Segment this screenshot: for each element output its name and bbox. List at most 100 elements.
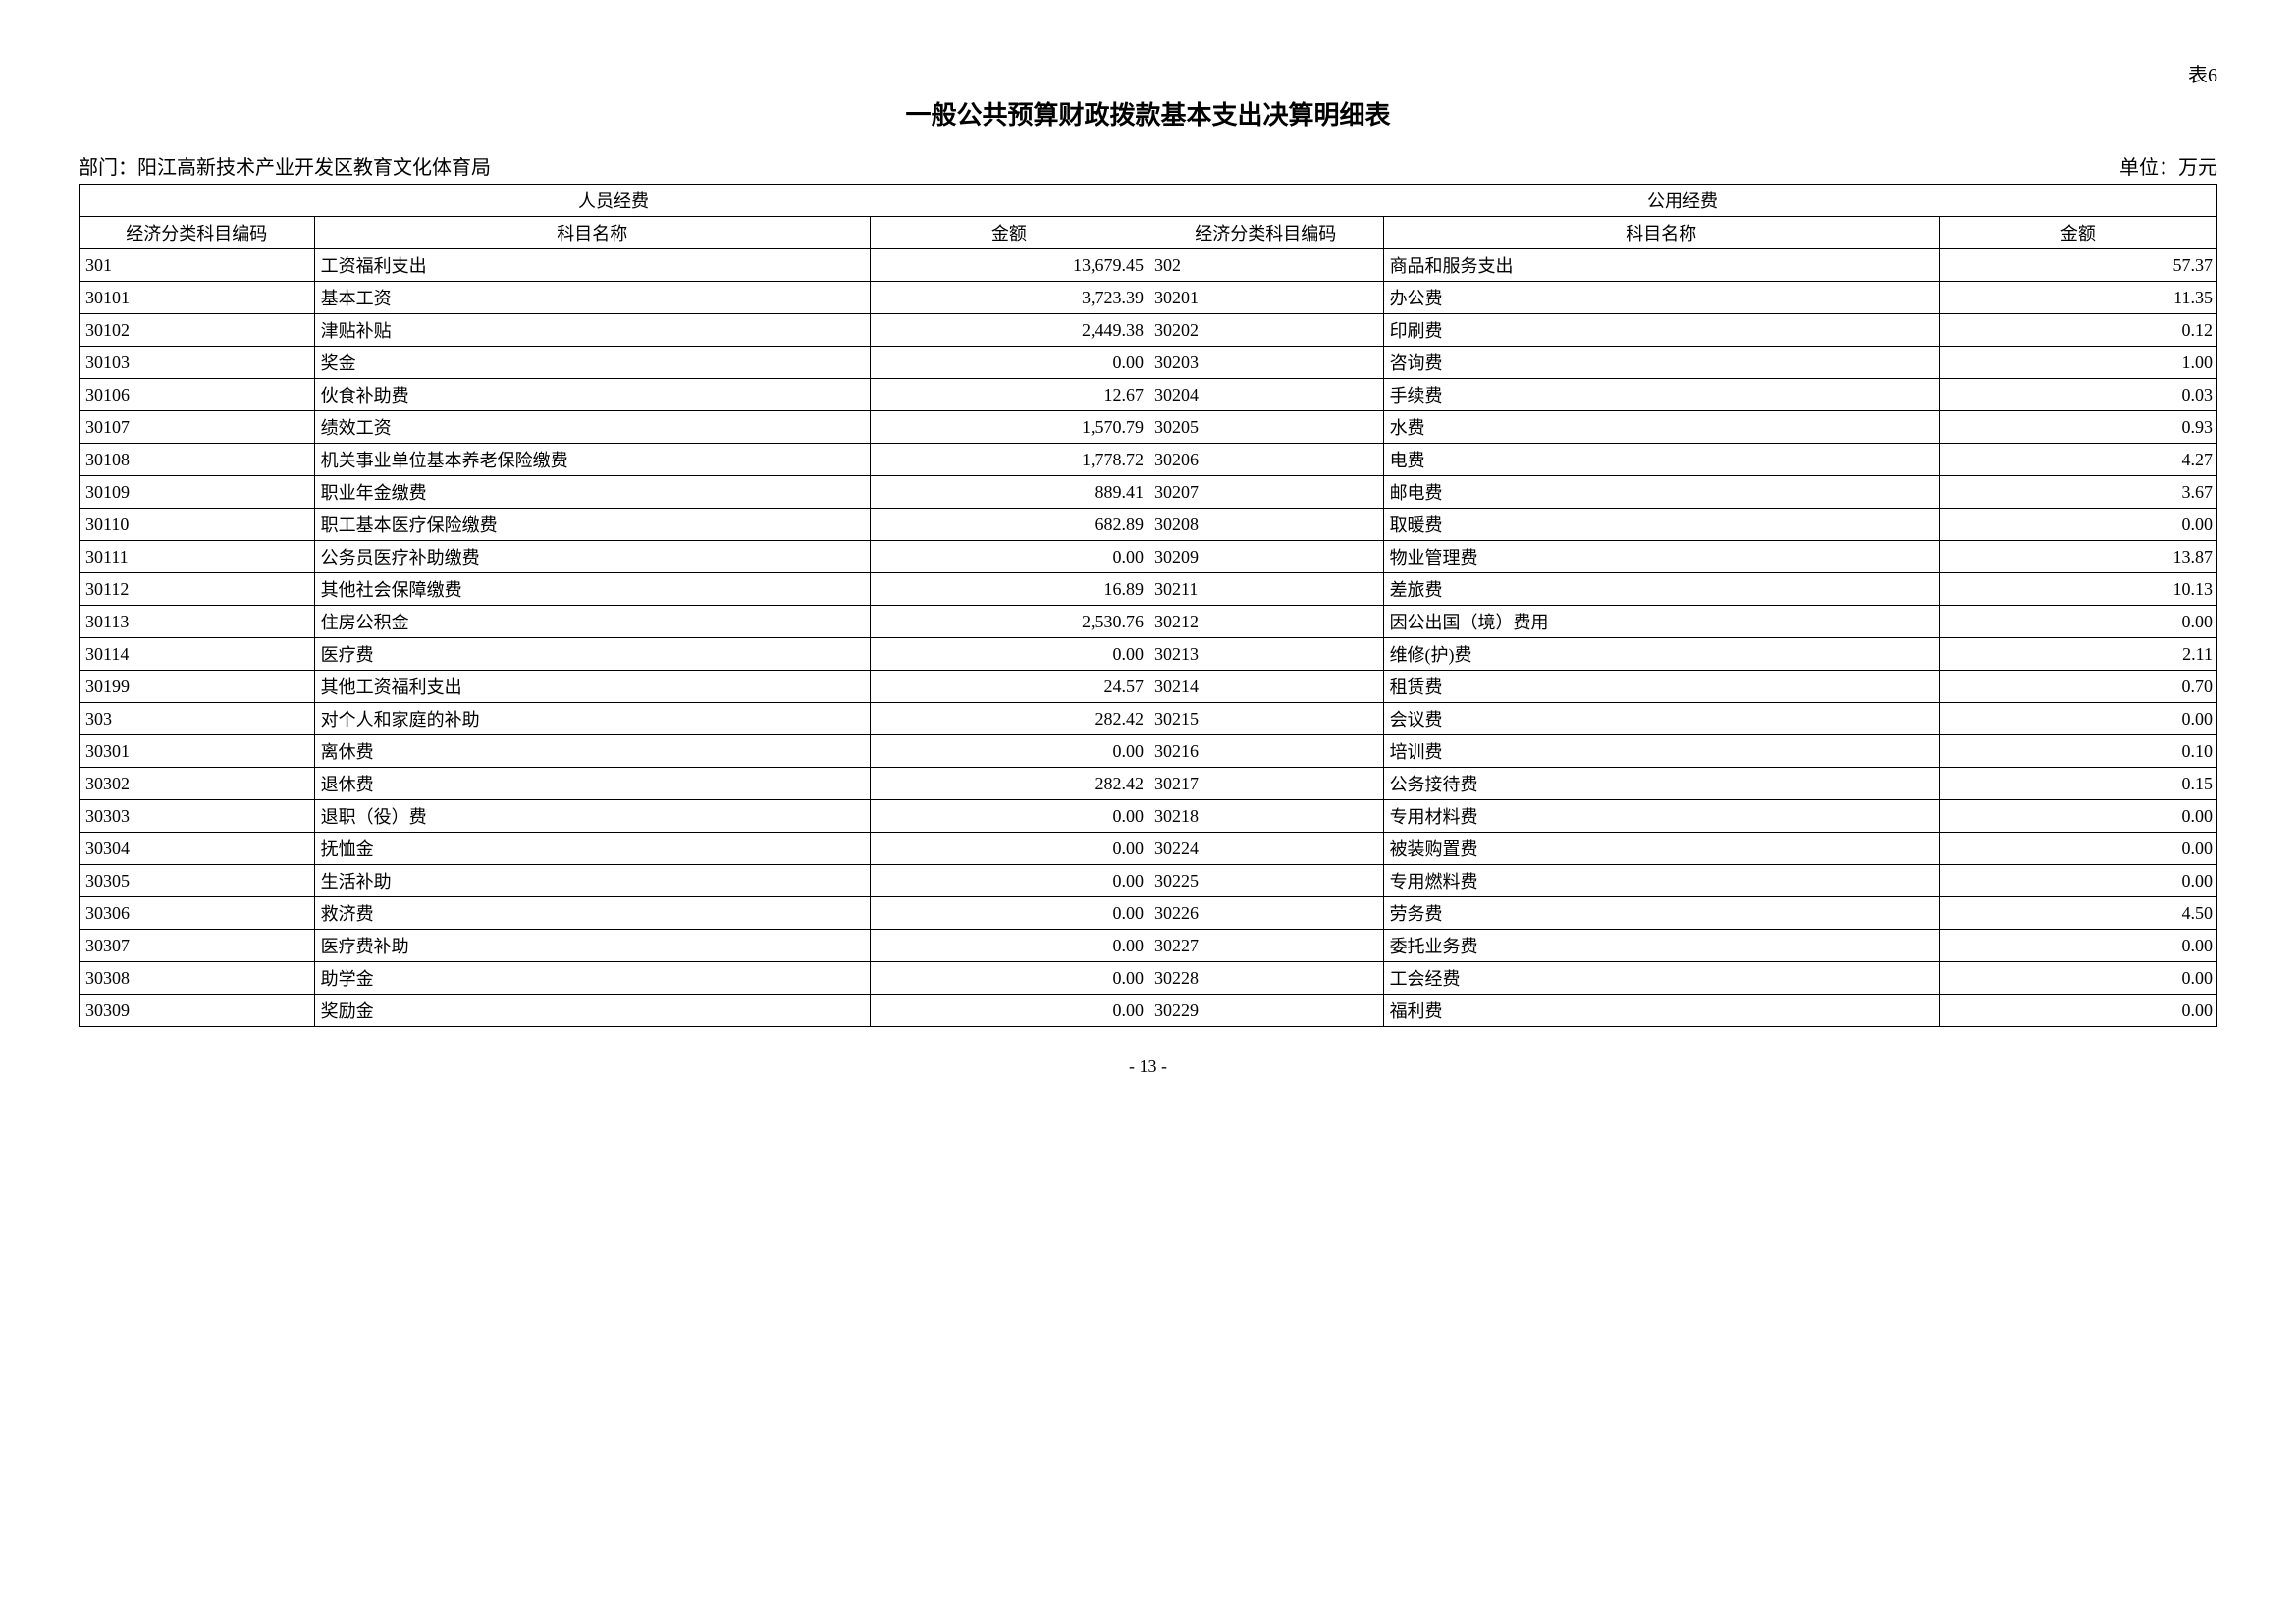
department: 部门：阳江高新技术产业开发区教育文化体育局 <box>79 151 491 180</box>
code-cell: 30216 <box>1148 735 1383 768</box>
name-cell: 劳务费 <box>1383 897 1939 930</box>
amount-cell: 889.41 <box>870 476 1148 509</box>
name-cell: 电费 <box>1383 444 1939 476</box>
table-row: 30306救济费0.0030226劳务费4.50 <box>80 897 2217 930</box>
table-row: 30114医疗费0.0030213维修(护)费2.11 <box>80 638 2217 671</box>
amount-cell: 0.00 <box>870 638 1148 671</box>
amount-cell: 1,778.72 <box>870 444 1148 476</box>
amount-cell: 0.00 <box>1939 800 2216 833</box>
table-row: 303对个人和家庭的补助282.4230215会议费0.00 <box>80 703 2217 735</box>
code-cell: 30303 <box>80 800 315 833</box>
name-cell: 工会经费 <box>1383 962 1939 995</box>
name-cell: 办公费 <box>1383 282 1939 314</box>
amount-cell: 0.00 <box>1939 833 2216 865</box>
name-cell: 邮电费 <box>1383 476 1939 509</box>
code-cell: 30101 <box>80 282 315 314</box>
name-cell: 津贴补贴 <box>314 314 870 347</box>
table-row: 301工资福利支出13,679.45302商品和服务支出57.37 <box>80 249 2217 282</box>
amount-cell: 0.00 <box>1939 509 2216 541</box>
table-row: 30111公务员医疗补助缴费0.0030209物业管理费13.87 <box>80 541 2217 573</box>
amount-cell: 0.00 <box>870 541 1148 573</box>
section1-header: 人员经费 <box>80 185 1148 217</box>
amount-cell: 0.00 <box>1939 995 2216 1027</box>
name-cell: 离休费 <box>314 735 870 768</box>
code-cell: 30205 <box>1148 411 1383 444</box>
code-cell: 30199 <box>80 671 315 703</box>
name-cell: 机关事业单位基本养老保险缴费 <box>314 444 870 476</box>
code-cell: 30103 <box>80 347 315 379</box>
table-header-row-1: 人员经费 公用经费 <box>80 185 2217 217</box>
amount-cell: 4.27 <box>1939 444 2216 476</box>
col-header-name-1: 科目名称 <box>314 217 870 249</box>
code-cell: 30106 <box>80 379 315 411</box>
name-cell: 救济费 <box>314 897 870 930</box>
amount-cell: 10.13 <box>1939 573 2216 606</box>
meta-row: 部门：阳江高新技术产业开发区教育文化体育局 单位：万元 <box>79 151 2217 180</box>
amount-cell: 11.35 <box>1939 282 2216 314</box>
name-cell: 物业管理费 <box>1383 541 1939 573</box>
code-cell: 302 <box>1148 249 1383 282</box>
table-row: 30106伙食补助费12.6730204手续费0.03 <box>80 379 2217 411</box>
name-cell: 其他社会保障缴费 <box>314 573 870 606</box>
code-cell: 30228 <box>1148 962 1383 995</box>
code-cell: 30304 <box>80 833 315 865</box>
col-header-amount-2: 金额 <box>1939 217 2216 249</box>
code-cell: 30202 <box>1148 314 1383 347</box>
code-cell: 30307 <box>80 930 315 962</box>
name-cell: 抚恤金 <box>314 833 870 865</box>
amount-cell: 57.37 <box>1939 249 2216 282</box>
name-cell: 对个人和家庭的补助 <box>314 703 870 735</box>
table-row: 30103奖金0.0030203咨询费1.00 <box>80 347 2217 379</box>
name-cell: 公务员医疗补助缴费 <box>314 541 870 573</box>
amount-cell: 0.00 <box>870 800 1148 833</box>
code-cell: 30201 <box>1148 282 1383 314</box>
name-cell: 医疗费补助 <box>314 930 870 962</box>
code-cell: 30208 <box>1148 509 1383 541</box>
name-cell: 水费 <box>1383 411 1939 444</box>
code-cell: 30206 <box>1148 444 1383 476</box>
code-cell: 30224 <box>1148 833 1383 865</box>
code-cell: 30305 <box>80 865 315 897</box>
code-cell: 30217 <box>1148 768 1383 800</box>
name-cell: 差旅费 <box>1383 573 1939 606</box>
code-cell: 30302 <box>80 768 315 800</box>
table-row: 30301离休费0.0030216培训费0.10 <box>80 735 2217 768</box>
col-header-amount-1: 金额 <box>870 217 1148 249</box>
table-row: 30309奖励金0.0030229福利费0.00 <box>80 995 2217 1027</box>
name-cell: 生活补助 <box>314 865 870 897</box>
budget-table: 人员经费 公用经费 经济分类科目编码 科目名称 金额 经济分类科目编码 科目名称… <box>79 184 2217 1027</box>
table-row: 30101基本工资3,723.3930201办公费11.35 <box>80 282 2217 314</box>
name-cell: 职业年金缴费 <box>314 476 870 509</box>
code-cell: 30211 <box>1148 573 1383 606</box>
code-cell: 301 <box>80 249 315 282</box>
table-row: 30304抚恤金0.0030224被装购置费0.00 <box>80 833 2217 865</box>
name-cell: 手续费 <box>1383 379 1939 411</box>
name-cell: 其他工资福利支出 <box>314 671 870 703</box>
name-cell: 租赁费 <box>1383 671 1939 703</box>
amount-cell: 0.00 <box>1939 865 2216 897</box>
amount-cell: 4.50 <box>1939 897 2216 930</box>
name-cell: 公务接待费 <box>1383 768 1939 800</box>
code-cell: 30306 <box>80 897 315 930</box>
amount-cell: 2.11 <box>1939 638 2216 671</box>
amount-cell: 0.12 <box>1939 314 2216 347</box>
code-cell: 30204 <box>1148 379 1383 411</box>
amount-cell: 12.67 <box>870 379 1148 411</box>
table-row: 30199其他工资福利支出24.5730214租赁费0.70 <box>80 671 2217 703</box>
table-row: 30308助学金0.0030228工会经费0.00 <box>80 962 2217 995</box>
amount-cell: 0.00 <box>870 930 1148 962</box>
table-row: 30107绩效工资1,570.7930205水费0.93 <box>80 411 2217 444</box>
table-row: 30113住房公积金2,530.7630212因公出国（境）费用0.00 <box>80 606 2217 638</box>
table-row: 30307医疗费补助0.0030227委托业务费0.00 <box>80 930 2217 962</box>
amount-cell: 0.00 <box>870 962 1148 995</box>
page-title: 一般公共预算财政拨款基本支出决算明细表 <box>79 95 2217 132</box>
amount-cell: 0.00 <box>870 347 1148 379</box>
amount-cell: 682.89 <box>870 509 1148 541</box>
amount-cell: 0.00 <box>1939 962 2216 995</box>
amount-cell: 2,449.38 <box>870 314 1148 347</box>
code-cell: 30309 <box>80 995 315 1027</box>
code-cell: 30213 <box>1148 638 1383 671</box>
amount-cell: 0.70 <box>1939 671 2216 703</box>
table-row: 30305生活补助0.0030225专用燃料费0.00 <box>80 865 2217 897</box>
amount-cell: 24.57 <box>870 671 1148 703</box>
